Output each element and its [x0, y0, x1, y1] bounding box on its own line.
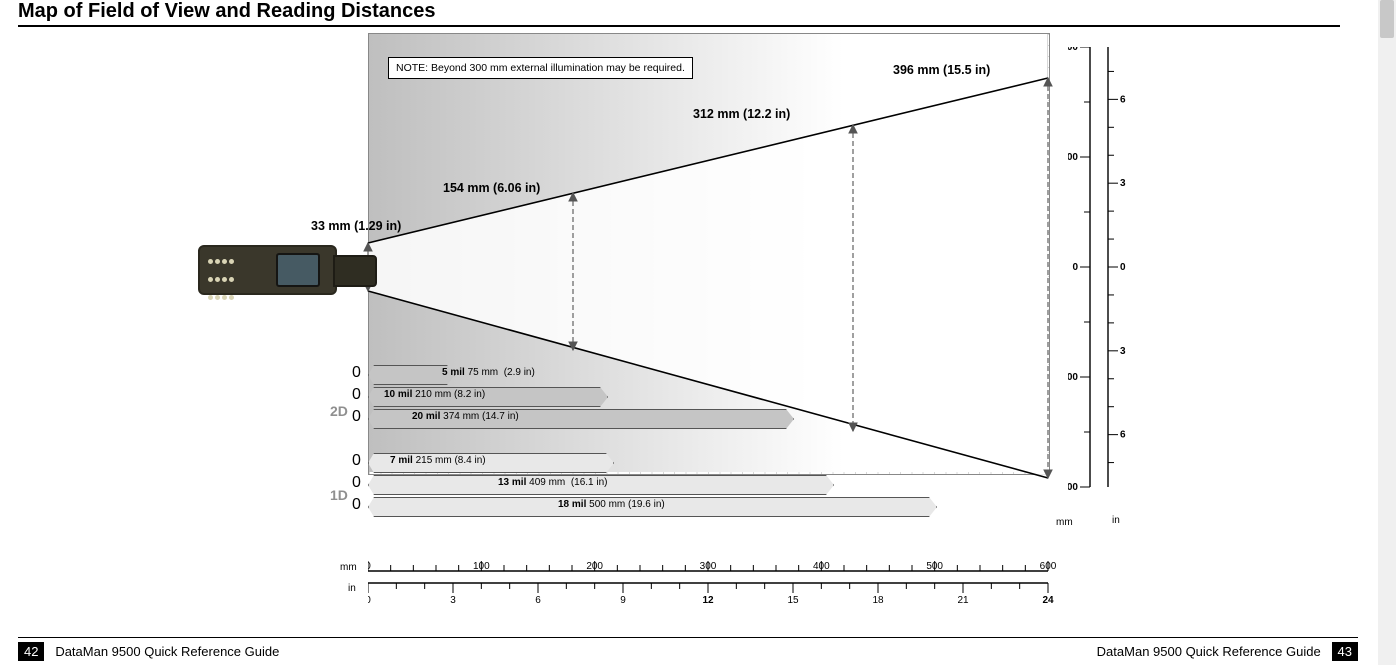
bar-origin-zero: 0	[352, 474, 361, 492]
footer-page-left: 42	[18, 642, 44, 661]
range-bar: 05 mil 75 mm (2.9 in)	[368, 363, 1168, 385]
bar-origin-zero: 0	[352, 408, 361, 426]
x-axis-unit-in: in	[348, 583, 356, 594]
svg-text:200: 200	[1068, 482, 1078, 493]
svg-text:9: 9	[620, 595, 626, 605]
range-bar: 020 mil 374 mm (14.7 in)	[368, 407, 1168, 429]
page-title: Map of Field of View and Reading Distanc…	[18, 0, 1358, 23]
scrollbar-vertical[interactable]	[1378, 0, 1396, 665]
group-label-1d: 1D	[330, 487, 348, 503]
range-bar: 010 mil 210 mm (8.2 in)	[368, 385, 1168, 407]
svg-text:500: 500	[926, 561, 943, 572]
svg-text:15: 15	[787, 595, 799, 605]
bar-label: 5 mil 75 mm (2.9 in)	[442, 367, 535, 378]
footer-title-right: DataMan 9500 Quick Reference Guide	[1097, 644, 1321, 659]
svg-text:12: 12	[702, 595, 714, 605]
svg-text:3: 3	[1120, 346, 1126, 357]
fov-diagram: NOTE: Beyond 300 mm external illuminatio…	[198, 33, 1238, 593]
svg-text:100: 100	[1068, 372, 1078, 383]
fov-label-312mm: 312 mm (12.2 in)	[693, 107, 790, 121]
svg-text:3: 3	[1120, 178, 1126, 189]
footer-title-left: DataMan 9500 Quick Reference Guide	[55, 644, 279, 659]
bar-label: 18 mil 500 mm (19.6 in)	[558, 499, 665, 510]
title-rule	[18, 25, 1340, 27]
bar-label: 20 mil 374 mm (14.7 in)	[412, 411, 519, 422]
svg-text:21: 21	[957, 595, 969, 605]
fov-label-396mm: 396 mm (15.5 in)	[893, 63, 990, 77]
bar-origin-zero: 0	[352, 364, 361, 382]
svg-text:0: 0	[1120, 262, 1126, 273]
svg-text:18: 18	[872, 595, 884, 605]
svg-text:300: 300	[700, 561, 717, 572]
scrollbar-thumb[interactable]	[1380, 0, 1394, 38]
bar-label: 7 mil 215 mm (8.4 in)	[390, 455, 486, 466]
svg-text:0: 0	[1072, 262, 1078, 273]
y-axis: 200 100 0 100 200 6 3 0 3 6	[1068, 47, 1148, 517]
range-bar: 013 mil 409 mm (16.1 in)	[368, 473, 1168, 495]
svg-text:400: 400	[813, 561, 830, 572]
svg-text:3: 3	[450, 595, 456, 605]
bar-origin-zero: 0	[352, 496, 361, 514]
bar-origin-zero: 0	[352, 386, 361, 404]
group-label-2d: 2D	[330, 403, 348, 419]
svg-text:6: 6	[1120, 430, 1126, 441]
range-bar: 07 mil 215 mm (8.4 in)	[368, 451, 1168, 473]
svg-text:6: 6	[1120, 94, 1126, 105]
x-axis: 0 100 200 300 400 500 600 0 3 6 9 12 15 18 21 24	[368, 561, 1068, 605]
bar-label: 13 mil 409 mm (16.1 in)	[498, 477, 608, 488]
y-axis-unit-in: in	[1112, 515, 1120, 526]
svg-text:600: 600	[1040, 561, 1057, 572]
fov-label-33mm: 33 mm (1.29 in)	[311, 219, 401, 233]
svg-text:100: 100	[1068, 152, 1078, 163]
fov-label-154mm: 154 mm (6.06 in)	[443, 181, 540, 195]
page-footer: 42 DataMan 9500 Quick Reference Guide Da…	[18, 637, 1358, 661]
svg-text:24: 24	[1042, 595, 1054, 605]
scanner-device-icon	[198, 233, 373, 303]
bar-origin-zero: 0	[352, 452, 361, 470]
svg-text:200: 200	[586, 561, 603, 572]
svg-text:200: 200	[1068, 47, 1078, 53]
page-spread: Map of Field of View and Reading Distanc…	[18, 0, 1358, 640]
footer-page-right: 43	[1332, 642, 1358, 661]
svg-text:0: 0	[368, 561, 371, 572]
svg-text:100: 100	[473, 561, 490, 572]
range-bar: 018 mil 500 mm (19.6 in)	[368, 495, 1168, 517]
svg-text:6: 6	[535, 595, 541, 605]
illumination-note: NOTE: Beyond 300 mm external illuminatio…	[388, 57, 693, 79]
x-axis-unit-mm: mm	[340, 562, 357, 573]
svg-text:0: 0	[368, 595, 371, 605]
bar-label: 10 mil 210 mm (8.2 in)	[384, 389, 485, 400]
y-axis-unit-mm: mm	[1056, 517, 1073, 528]
